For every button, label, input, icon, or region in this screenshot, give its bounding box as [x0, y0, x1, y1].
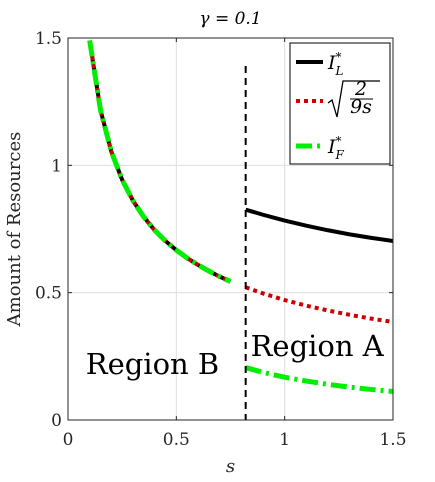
region-label: Region B	[86, 347, 220, 381]
region-annotations: Region B Region A	[86, 329, 385, 381]
series-line-3-region-b	[87, 40, 232, 284]
region-label: Region A	[251, 329, 385, 363]
series-line-2-region-a	[245, 285, 394, 324]
sqrt-symbol	[327, 80, 380, 118]
x-tick-label: 0.5	[163, 430, 190, 450]
y-axis-label: Amount of Resources	[4, 132, 25, 328]
legend-entry: I* L	[327, 50, 344, 78]
y-tick-label: 1	[51, 156, 62, 176]
series-layer	[87, 40, 394, 394]
axis-ticks	[67, 37, 394, 421]
legend-fraction-denominator: 9s	[350, 96, 372, 118]
plot-frame	[67, 37, 394, 421]
y-tick-label: 0	[51, 411, 62, 431]
x-axis-label: s	[226, 456, 235, 477]
x-tick-label: 1	[279, 430, 290, 450]
x-tick-label: 0	[63, 430, 74, 450]
y-tick-label: 1.5	[35, 29, 62, 49]
series-line-1-region-a	[245, 207, 394, 243]
x-tick-label: 1.5	[379, 430, 406, 450]
chart-title: γ = 0.1	[199, 9, 261, 29]
legend-fraction-numerator: 2	[354, 78, 367, 100]
legend-entry: 29s	[327, 78, 380, 118]
tick-labels: 0 0.5 1 1.5 0 0.5 1 1.5	[35, 29, 407, 450]
series-line-3-region-a	[244, 365, 394, 394]
y-tick-label: 0.5	[35, 284, 62, 304]
legend-entry: I* F	[327, 134, 345, 162]
